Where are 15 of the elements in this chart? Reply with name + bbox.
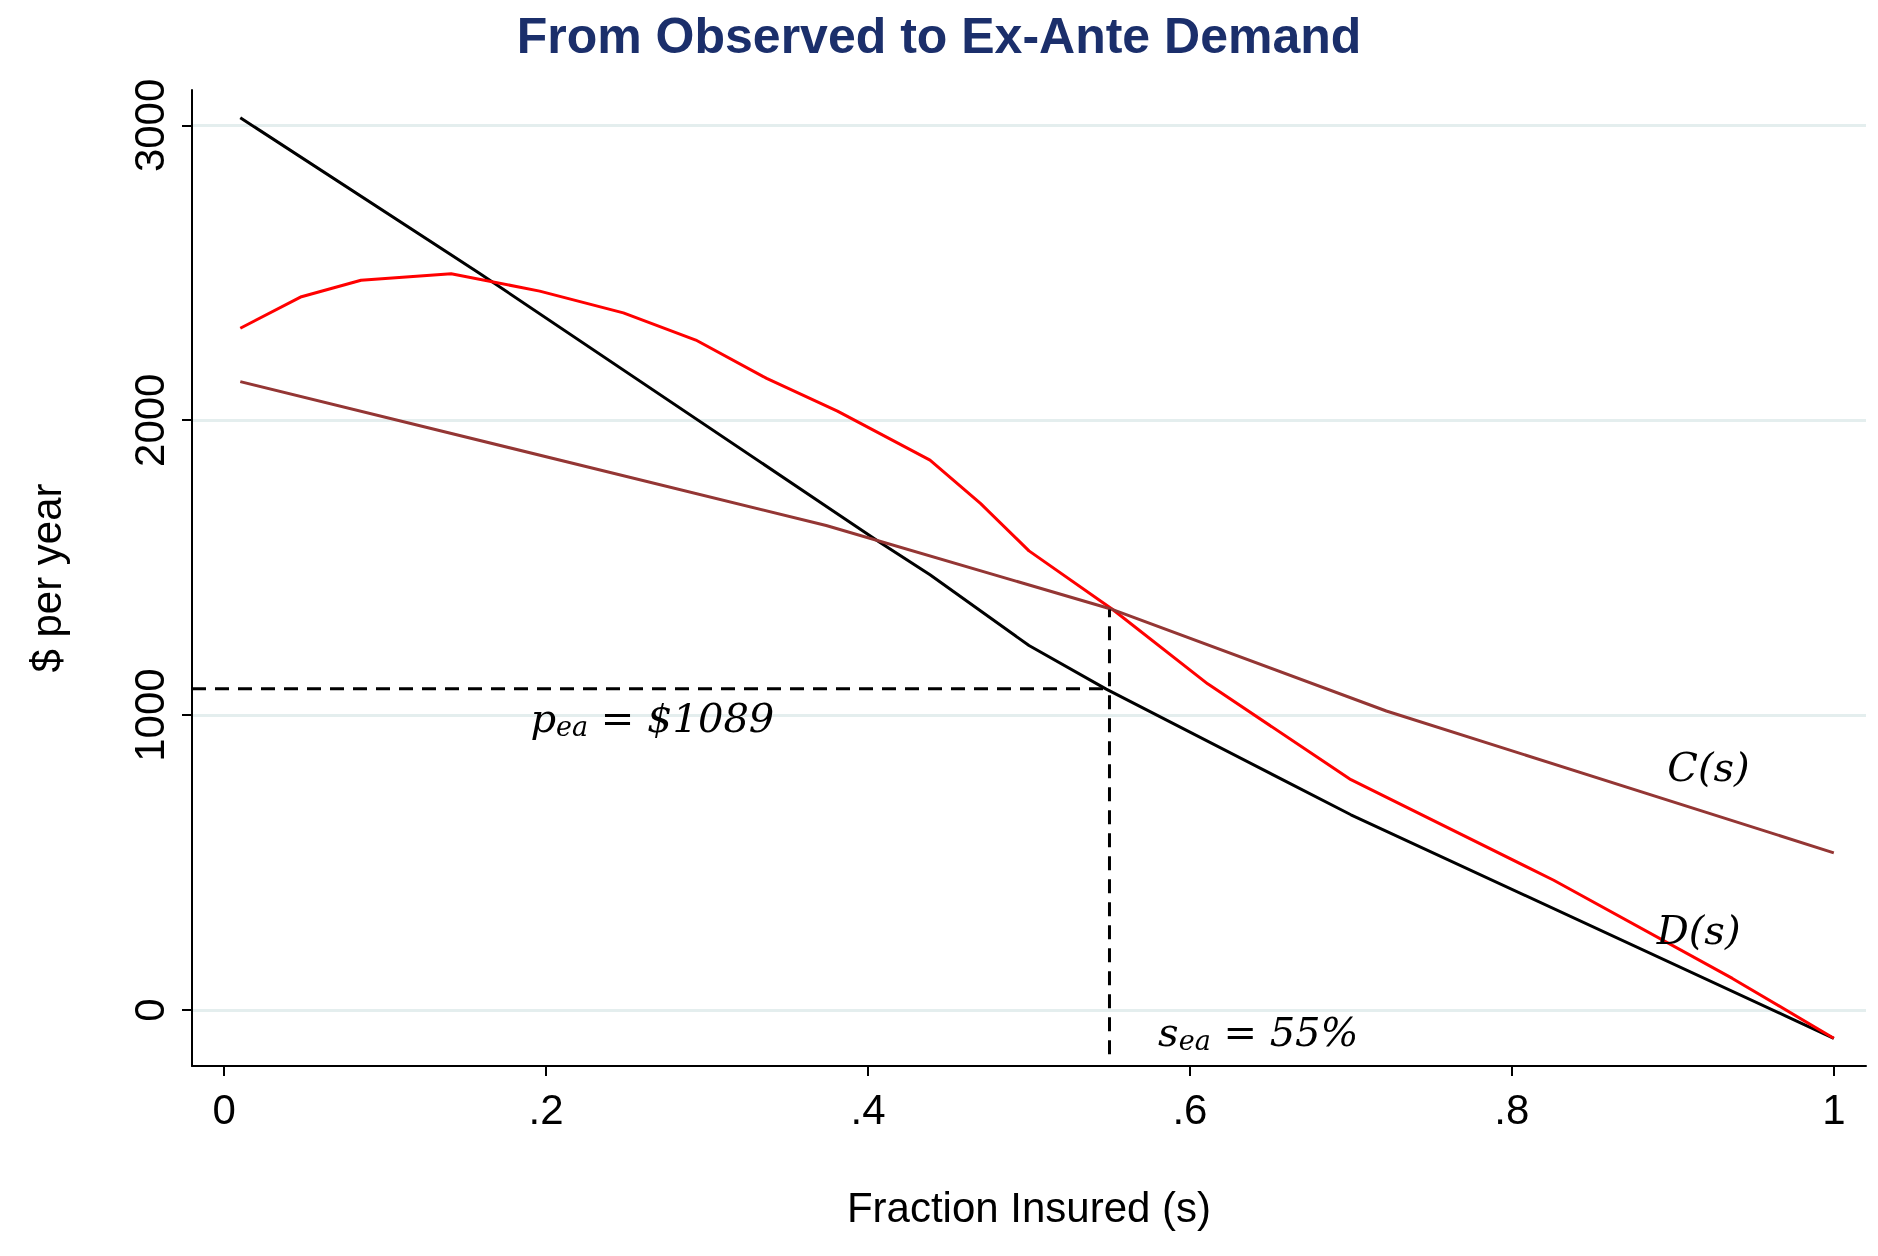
y-tick-label: 3000 [125, 78, 173, 173]
x-tick-label: 0 [212, 1085, 236, 1133]
x-tick-label: 1 [1822, 1085, 1846, 1133]
x-tick-label: .2 [528, 1085, 564, 1133]
series-label: D(s) [1655, 906, 1741, 953]
y-axis-title: $ per year [22, 483, 70, 673]
chart-title: From Observed to Ex-Ante Demand [516, 8, 1362, 64]
x-tick-label: .6 [1172, 1085, 1208, 1133]
y-tick-label: 0 [125, 998, 173, 1022]
series-label: C(s) [1667, 744, 1750, 791]
y-tick-label: 2000 [125, 373, 173, 467]
x-tick-label: .8 [1494, 1085, 1530, 1133]
x-tick-label: .4 [850, 1085, 886, 1133]
x-axis-title: Fraction Insured (s) [846, 1183, 1212, 1231]
y-tick-label: 1000 [125, 668, 173, 762]
